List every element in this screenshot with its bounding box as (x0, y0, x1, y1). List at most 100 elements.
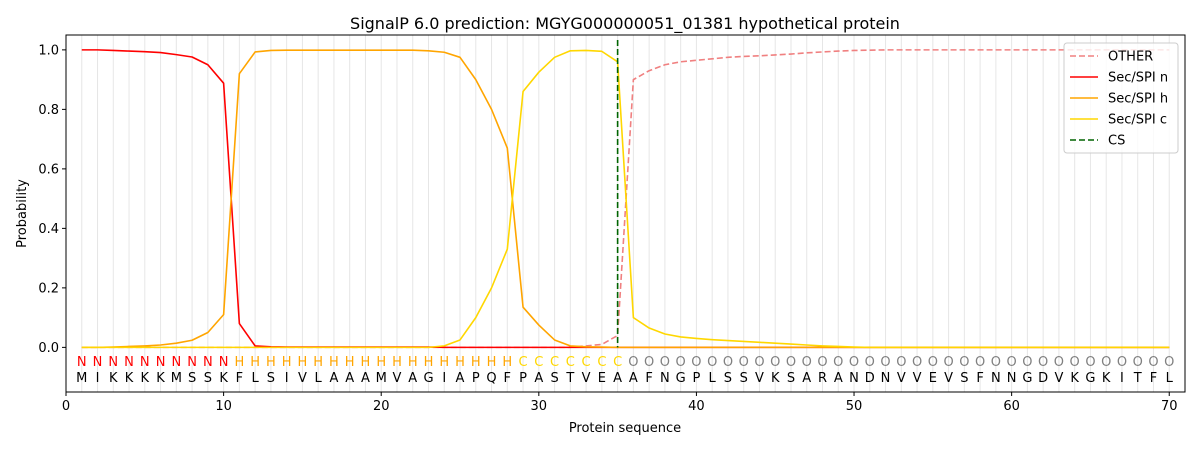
region-label: O (975, 355, 985, 370)
residue-letter: S (188, 371, 196, 386)
residue-letter: F (976, 371, 983, 386)
residue-letter: D (1038, 371, 1048, 386)
x-tick-label: 50 (846, 399, 863, 414)
region-label: O (912, 355, 922, 370)
residue-letter: A (613, 371, 622, 386)
residue-letter: F (236, 371, 243, 386)
y-axis-label: Probability (15, 179, 30, 248)
region-label: O (707, 355, 717, 370)
region-label: O (739, 355, 749, 370)
region-label: O (676, 355, 686, 370)
residue-letter: A (329, 371, 338, 386)
residue-letter: L (252, 371, 260, 386)
residue-letter: V (897, 371, 906, 386)
region-label: C (534, 355, 543, 370)
region-label: N (203, 355, 213, 370)
region-label: N (108, 355, 118, 370)
residue-letter: K (109, 371, 118, 386)
residue-letter: G (1022, 371, 1032, 386)
residue-letter: K (219, 371, 228, 386)
x-tick-label: 20 (373, 399, 390, 414)
y-tick-label: 1.0 (38, 43, 59, 58)
region-label: N (156, 355, 166, 370)
residue-letter: A (456, 371, 465, 386)
region-label: O (928, 355, 938, 370)
region-label: O (691, 355, 701, 370)
region-label: C (613, 355, 622, 370)
residue-letter: I (442, 371, 446, 386)
region-label: H (298, 355, 308, 370)
region-label: C (519, 355, 528, 370)
residue-letter: L (709, 371, 717, 386)
region-label: O (1117, 355, 1127, 370)
residue-letter: P (519, 371, 527, 386)
legend-label: Sec/SPI n (1108, 71, 1168, 86)
residue-letter: S (267, 371, 275, 386)
region-label: N (187, 355, 197, 370)
residue-letter: V (755, 371, 764, 386)
region-label: O (991, 355, 1001, 370)
region-label: O (1007, 355, 1017, 370)
region-label: O (1164, 355, 1174, 370)
region-label: O (959, 355, 969, 370)
y-tick-label: 0.0 (38, 341, 59, 356)
residue-letter: A (361, 371, 370, 386)
residue-letter: E (598, 371, 606, 386)
region-label: H (408, 355, 418, 370)
residue-letter: F (1150, 371, 1157, 386)
residue-letter: V (913, 371, 922, 386)
residue-letter: G (1085, 371, 1095, 386)
region-label: O (849, 355, 859, 370)
residue-letter: A (834, 371, 843, 386)
residue-letter: A (408, 371, 417, 386)
residue-letter: N (660, 371, 670, 386)
residue-letter: V (582, 371, 591, 386)
residue-letter: D (865, 371, 875, 386)
region-label: H (455, 355, 465, 370)
residue-letter: S (550, 371, 558, 386)
residue-letter: A (629, 371, 638, 386)
x-tick-label: 70 (1161, 399, 1178, 414)
residue-letter: I (285, 371, 289, 386)
residue-letter: P (472, 371, 480, 386)
residue-letter: N (881, 371, 891, 386)
residue-letter: A (345, 371, 354, 386)
region-label: O (1085, 355, 1095, 370)
region-label: N (140, 355, 150, 370)
region-label: C (597, 355, 606, 370)
residue-letter: I (1120, 371, 1124, 386)
series-line-sec-spi-c (81, 49, 1170, 349)
region-label: O (1148, 355, 1158, 370)
region-label: O (1101, 355, 1111, 370)
y-tick-label: 0.4 (38, 222, 59, 237)
region-label: H (487, 355, 497, 370)
residue-letter: F (504, 371, 511, 386)
x-tick-label: 10 (215, 399, 232, 414)
legend-label: CS (1108, 134, 1125, 149)
plot-frame (65, 34, 1186, 393)
region-label: N (124, 355, 134, 370)
series-lines (81, 49, 1170, 349)
legend-label: Sec/SPI c (1108, 113, 1167, 128)
residue-letter: K (1070, 371, 1079, 386)
region-label: O (770, 355, 780, 370)
x-axis-ticks: 0 10 20 30 40 50 60 70 (62, 392, 1178, 414)
region-label: H (439, 355, 449, 370)
region-label: H (361, 355, 371, 370)
region-label: O (1038, 355, 1048, 370)
region-label: H (376, 355, 386, 370)
region-label: N (171, 355, 181, 370)
x-axis-label: Protein sequence (569, 421, 681, 436)
region-label: H (313, 355, 323, 370)
region-label: O (817, 355, 827, 370)
residue-letter: E (929, 371, 937, 386)
region-label: O (754, 355, 764, 370)
region-label: O (880, 355, 890, 370)
x-tick-label: 40 (688, 399, 705, 414)
residue-letter: K (156, 371, 165, 386)
chart-title: SignalP 6.0 prediction: MGYG000000051_01… (350, 14, 900, 34)
residue-letter: S (724, 371, 732, 386)
region-label: O (644, 355, 654, 370)
x-tick-label: 60 (1003, 399, 1020, 414)
legend-label: OTHER (1108, 50, 1153, 65)
